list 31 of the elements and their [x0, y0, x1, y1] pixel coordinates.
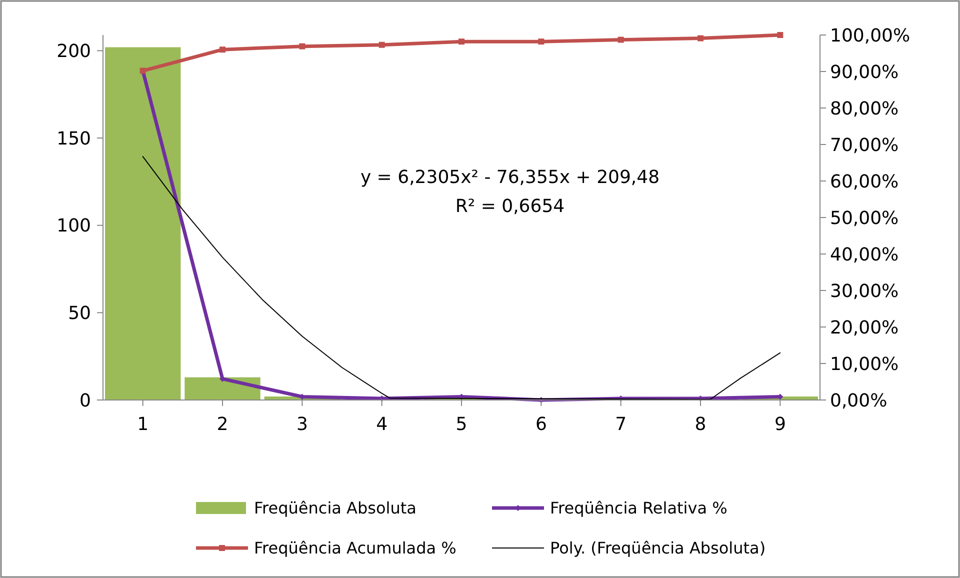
x-tick-label: 4	[376, 414, 388, 435]
x-tick-label: 2	[216, 414, 228, 435]
y-tick-label: 200	[56, 41, 91, 62]
y2-tick-label: 10,00%	[830, 354, 899, 375]
legend-label: Poly. (Freqüência Absoluta)	[550, 538, 766, 558]
y2-tick-label: 20,00%	[830, 317, 899, 338]
y2-tick-label: 80,00%	[830, 98, 899, 120]
legend-label: Freqüência Absoluta	[254, 498, 416, 518]
y2-tick-label: 50,00%	[830, 208, 899, 229]
y-tick-label: 150	[56, 128, 91, 150]
x-tick-label: 6	[535, 414, 547, 435]
y-tick-label: 100	[56, 216, 91, 237]
x-tick-label: 8	[694, 414, 706, 435]
y2-tick-label: 30,00%	[830, 280, 899, 302]
annotation: y = 6,2305x² - 76,355x + 209,48	[360, 167, 660, 188]
y-tick-label: 0	[80, 390, 91, 412]
y2-tick-label: 90,00%	[830, 62, 899, 83]
y-tick-label: 50	[68, 302, 91, 324]
legend-label: Freqüência Relativa %	[550, 498, 728, 518]
annotation: R² = 0,6654	[455, 196, 565, 217]
x-tick-label: 9	[774, 414, 786, 435]
x-tick-label: 3	[296, 414, 308, 435]
x-tick-label: 1	[137, 414, 149, 435]
y2-tick-label: 70,00%	[830, 134, 899, 156]
x-tick-label: 5	[456, 414, 468, 435]
x-tick-label: 7	[615, 414, 627, 435]
legend-label: Freqüência Acumulada %	[254, 538, 456, 558]
y2-tick-label: 100,00%	[830, 25, 910, 46]
y2-tick-label: 60,00%	[830, 171, 899, 192]
y2-tick-label: 0,00%	[830, 390, 888, 412]
y2-tick-label: 40,00%	[830, 244, 899, 266]
